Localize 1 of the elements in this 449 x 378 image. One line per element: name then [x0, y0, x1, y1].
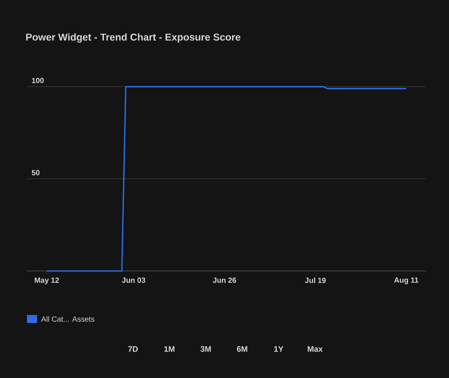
chart-title: Power Widget - Trend Chart - Exposure Score: [26, 33, 240, 43]
